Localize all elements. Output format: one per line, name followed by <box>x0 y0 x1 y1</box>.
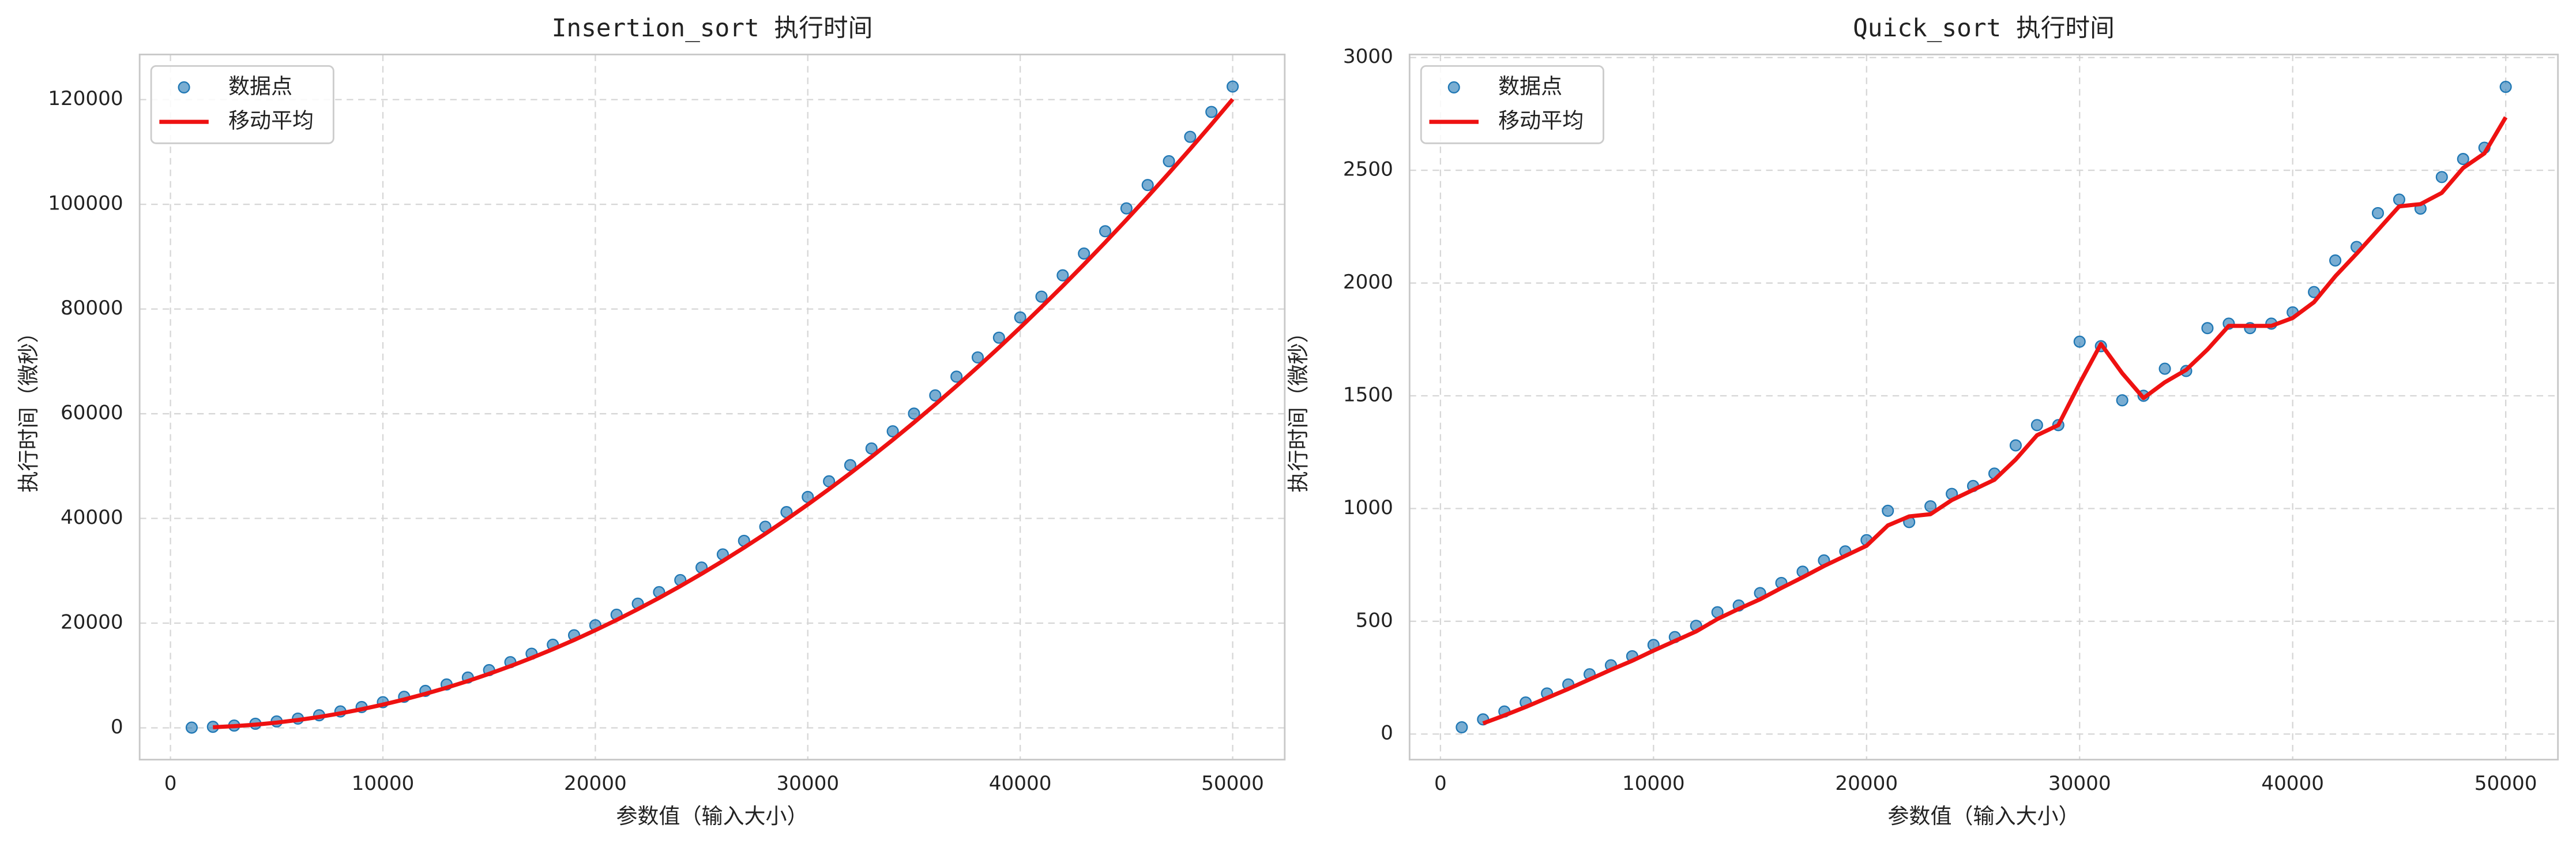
data-point <box>992 331 1005 344</box>
data-point <box>1099 225 1112 238</box>
data-point <box>2499 80 2512 93</box>
x-axis-label: 参数值（输入大小） <box>1887 804 2079 829</box>
y-axis-label: 执行时间（微秒） <box>1286 321 1311 492</box>
legend-label: 数据点 <box>228 74 292 99</box>
x-tick-label: 20000 <box>564 772 627 795</box>
chart-title: Insertion_sort 执行时间 <box>552 14 873 43</box>
data-point <box>2030 419 2043 432</box>
x-tick-label: 0 <box>164 772 177 795</box>
data-point <box>1035 290 1048 303</box>
data-point <box>886 425 899 438</box>
x-tick-label: 40000 <box>989 772 1052 795</box>
x-tick-label: 30000 <box>2048 772 2111 795</box>
legend-label: 移动平均 <box>228 108 314 133</box>
x-tick-label: 0 <box>1434 772 1447 795</box>
y-tick-label: 40000 <box>61 506 123 529</box>
data-point <box>908 407 920 420</box>
data-point <box>844 459 856 471</box>
y-tick-label: 500 <box>1356 609 1393 632</box>
x-tick-label: 10000 <box>352 772 415 795</box>
plot-frame <box>138 54 1286 761</box>
data-point <box>1924 500 1937 513</box>
x-tick-label: 10000 <box>1622 772 1685 795</box>
x-tick-label: 40000 <box>2261 772 2324 795</box>
data-point <box>2009 439 2022 452</box>
data-point <box>2393 193 2405 206</box>
plot-frame <box>1408 54 2559 761</box>
data-point <box>1163 155 1175 167</box>
y-axis-label: 执行时间（微秒） <box>16 321 41 492</box>
moving-average-line <box>1482 116 2508 726</box>
data-point <box>1120 202 1133 215</box>
y-tick-label: 20000 <box>61 611 123 634</box>
y-tick-label: 60000 <box>61 402 123 425</box>
data-point <box>2371 207 2385 219</box>
data-point <box>950 370 963 383</box>
data-point <box>1227 80 1239 93</box>
data-point <box>1014 311 1026 324</box>
y-tick-label: 0 <box>111 715 123 739</box>
y-tick-label: 1500 <box>1343 383 1393 406</box>
data-point <box>1456 721 1468 734</box>
y-tick-label: 2000 <box>1343 271 1393 294</box>
y-tick-label: 100000 <box>48 192 123 215</box>
x-tick-label: 30000 <box>776 772 839 795</box>
chart-title: Quick_sort 执行时间 <box>1853 14 2115 43</box>
x-axis-label: 参数值（输入大小） <box>616 804 808 829</box>
data-point <box>2457 153 2469 166</box>
data-point <box>2201 322 2214 335</box>
data-point <box>2158 362 2171 375</box>
legend-label: 数据点 <box>1498 74 1562 99</box>
data-point <box>2116 394 2129 407</box>
data-point <box>2329 254 2342 267</box>
data-point <box>1882 504 1894 517</box>
data-point <box>1056 269 1069 282</box>
y-tick-label: 80000 <box>61 297 123 320</box>
data-point <box>2073 335 2086 348</box>
y-tick-label: 3000 <box>1343 45 1393 68</box>
y-tick-label: 0 <box>1381 722 1393 745</box>
y-tick-label: 1000 <box>1343 496 1393 519</box>
data-point <box>2435 171 2448 183</box>
y-tick-label: 120000 <box>48 87 123 110</box>
data-point <box>971 351 984 364</box>
data-point <box>185 721 198 734</box>
data-point <box>1205 106 1218 118</box>
legend-label: 移动平均 <box>1498 108 1584 133</box>
legend-marker <box>178 81 190 93</box>
data-point <box>2308 286 2321 298</box>
data-point <box>1184 130 1197 143</box>
moving-average-line <box>213 98 1235 729</box>
legend-marker <box>1447 81 1460 93</box>
y-tick-label: 2500 <box>1343 158 1393 181</box>
data-point <box>1078 247 1090 260</box>
x-tick-label: 50000 <box>2475 772 2537 795</box>
data-point <box>929 389 942 402</box>
x-tick-label: 20000 <box>1835 772 1898 795</box>
data-point <box>1141 179 1154 192</box>
x-tick-label: 50000 <box>1201 772 1264 795</box>
data-point <box>865 442 878 455</box>
